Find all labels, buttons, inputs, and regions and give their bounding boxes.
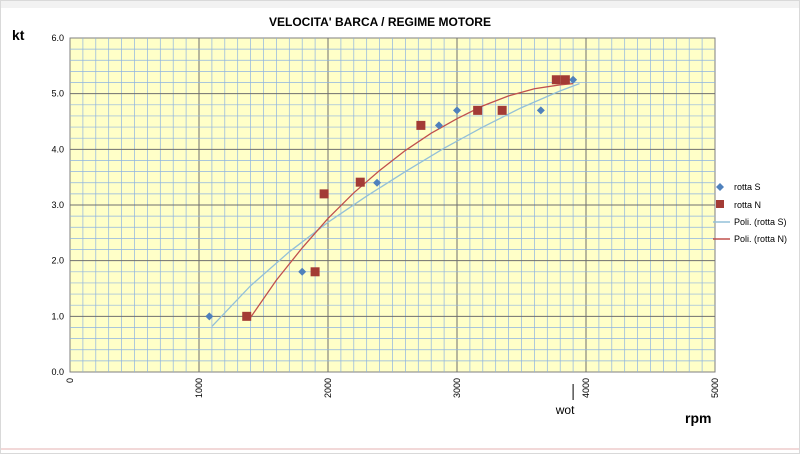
x-tick-label: 5000 [710, 378, 720, 398]
x-tick-label: 2000 [323, 378, 333, 398]
point-rotta-s [205, 312, 214, 321]
tick-labels: 0.0 1.0 2.0 3.0 4.0 5.0 6.0 0 1000 2000 3000 4000 50… [51, 33, 720, 398]
y-tick-label: 4.0 [51, 144, 64, 154]
point-rotta-s [453, 106, 461, 115]
trendlines [211, 82, 580, 327]
legend-label-rotta-n: rotta N [734, 200, 761, 210]
gridlines [70, 38, 715, 372]
point-rotta-n [473, 105, 483, 115]
point-rotta-s [434, 121, 443, 130]
point-rotta-n [319, 189, 329, 199]
x-axis-label: rpm [685, 410, 711, 426]
legend-label-rotta-s: rotta S [734, 182, 761, 192]
x-tick-label: 1000 [194, 378, 204, 398]
legend-label-poli-n: Poli. (rotta N) [734, 234, 787, 244]
top-edge [1, 1, 799, 8]
point-rotta-n [497, 105, 507, 115]
trendline-poli-rotta-n [250, 82, 574, 318]
x-tick-label: 0 [65, 378, 75, 383]
point-rotta-n [416, 120, 426, 130]
legend-item-poli-s: Poli. (rotta S) [713, 217, 787, 227]
legend-marker-square [716, 200, 724, 208]
data-points [205, 75, 578, 321]
trendline-poli-rotta-s [211, 82, 580, 327]
point-rotta-n [242, 311, 252, 321]
y-tick-label: 3.0 [51, 200, 64, 210]
y-tick-label: 6.0 [51, 33, 64, 43]
legend-label-poli-s: Poli. (rotta S) [734, 217, 787, 227]
point-rotta-s [373, 178, 382, 187]
point-rotta-n [310, 267, 320, 277]
y-tick-label: 5.0 [51, 89, 64, 99]
legend-item-rotta-n: rotta N [716, 200, 761, 210]
legend-item-poli-n: Poli. (rotta N) [713, 234, 787, 244]
x-tick-label: 3000 [452, 378, 462, 398]
legend: rotta S rotta N Poli. (rotta S) Poli. (r… [713, 182, 787, 244]
legend-item-rotta-s: rotta S [716, 182, 761, 192]
wot-annotation: wot [555, 403, 575, 417]
y-tick-label: 2.0 [51, 256, 64, 266]
y-tick-label: 0.0 [51, 367, 64, 377]
point-rotta-s [536, 106, 545, 115]
point-rotta-s [298, 267, 307, 276]
point-rotta-n [560, 75, 570, 85]
point-rotta-n [355, 177, 365, 187]
legend-marker-diamond [716, 183, 724, 191]
chart-title: VELOCITA' BARCA / REGIME MOTORE [269, 15, 491, 29]
y-tick-label: 1.0 [51, 311, 64, 321]
point-rotta-n [551, 75, 561, 85]
point-rotta-s [569, 75, 578, 84]
x-tick-label: 4000 [581, 378, 591, 398]
y-axis-label: kt [12, 27, 25, 43]
